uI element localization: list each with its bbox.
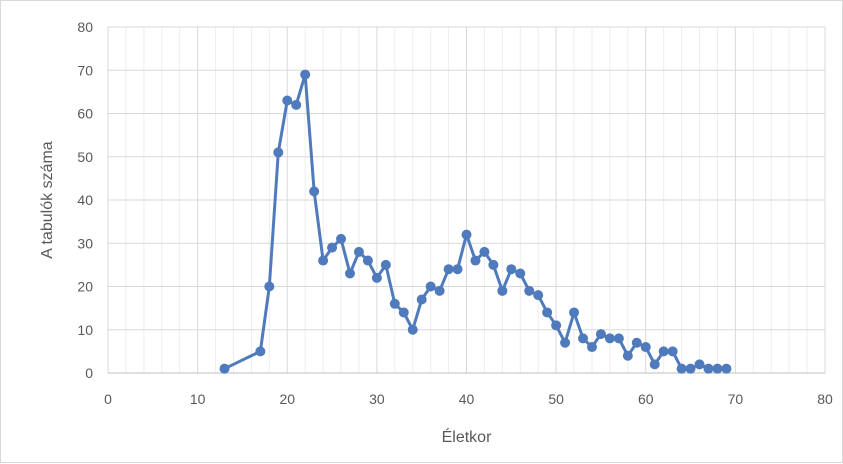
- data-point: [327, 242, 338, 253]
- data-point: [380, 259, 391, 270]
- data-point: [264, 281, 275, 292]
- data-point: [407, 324, 418, 335]
- data-point: [506, 264, 517, 275]
- y-tick-label: 80: [77, 19, 93, 35]
- data-point: [533, 290, 544, 301]
- data-point: [219, 363, 230, 374]
- data-point: [578, 333, 589, 344]
- data-point: [291, 99, 302, 110]
- data-point: [282, 95, 293, 106]
- y-tick-label: 10: [77, 322, 93, 338]
- x-tick-label: 80: [817, 391, 833, 407]
- data-point: [470, 255, 481, 266]
- y-tick-label: 70: [77, 62, 93, 78]
- y-tick-labels: 0 10 20 30 40 50 60 70 80: [77, 19, 93, 381]
- series-markers: [219, 69, 732, 374]
- y-tick-label: 50: [77, 149, 93, 165]
- data-point: [488, 259, 499, 270]
- data-point: [362, 255, 373, 266]
- data-point: [434, 285, 445, 296]
- data-point: [300, 69, 311, 80]
- data-point: [318, 255, 329, 266]
- data-point: [586, 342, 597, 353]
- data-point: [452, 264, 463, 275]
- x-tick-label: 40: [459, 391, 475, 407]
- data-point: [721, 363, 732, 374]
- data-point: [273, 147, 284, 158]
- data-point: [542, 307, 553, 318]
- x-tick-label: 10: [190, 391, 206, 407]
- x-tick-label: 20: [279, 391, 295, 407]
- data-point: [425, 281, 436, 292]
- data-point: [461, 229, 472, 240]
- y-tick-label: 20: [77, 279, 93, 295]
- data-point: [676, 363, 687, 374]
- data-point: [255, 346, 266, 357]
- data-point: [515, 268, 526, 279]
- data-point: [712, 363, 723, 374]
- data-point: [524, 285, 535, 296]
- data-point: [344, 268, 355, 279]
- data-point: [569, 307, 580, 318]
- x-tick-label: 60: [638, 391, 654, 407]
- series-line: [223, 73, 727, 371]
- data-point: [497, 285, 508, 296]
- data-point: [398, 307, 409, 318]
- y-tick-label: 0: [85, 365, 93, 381]
- x-axis-title: Életkor: [442, 427, 492, 446]
- data-point: [622, 350, 633, 361]
- y-tick-label: 60: [77, 106, 93, 122]
- data-point: [631, 337, 642, 348]
- data-point: [667, 346, 678, 357]
- data-point: [309, 186, 320, 197]
- data-point: [613, 333, 624, 344]
- data-point: [371, 272, 382, 283]
- data-point: [389, 298, 400, 309]
- x-tick-label: 70: [728, 391, 744, 407]
- data-point: [443, 264, 454, 275]
- data-point: [336, 233, 347, 244]
- data-point: [551, 320, 562, 331]
- x-tick-label: 0: [104, 391, 112, 407]
- x-tick-label: 30: [369, 391, 385, 407]
- x-tick-label: 50: [548, 391, 564, 407]
- data-point: [416, 294, 427, 305]
- data-point: [694, 359, 705, 370]
- data-point: [649, 359, 660, 370]
- data-point: [604, 333, 615, 344]
- y-axis-title: A tabulók száma: [39, 141, 56, 259]
- data-point: [560, 337, 571, 348]
- data-point: [479, 246, 490, 257]
- data-point: [658, 346, 669, 357]
- data-point: [353, 246, 364, 257]
- data-point: [595, 329, 606, 340]
- data-point: [685, 363, 696, 374]
- series-polyline: [223, 73, 727, 371]
- y-tick-label: 40: [77, 192, 93, 208]
- data-point: [640, 342, 651, 353]
- data-point: [703, 363, 714, 374]
- y-tick-label: 30: [77, 235, 93, 251]
- x-tick-labels: 0 10 20 30 40 50 60 70 80: [104, 391, 833, 407]
